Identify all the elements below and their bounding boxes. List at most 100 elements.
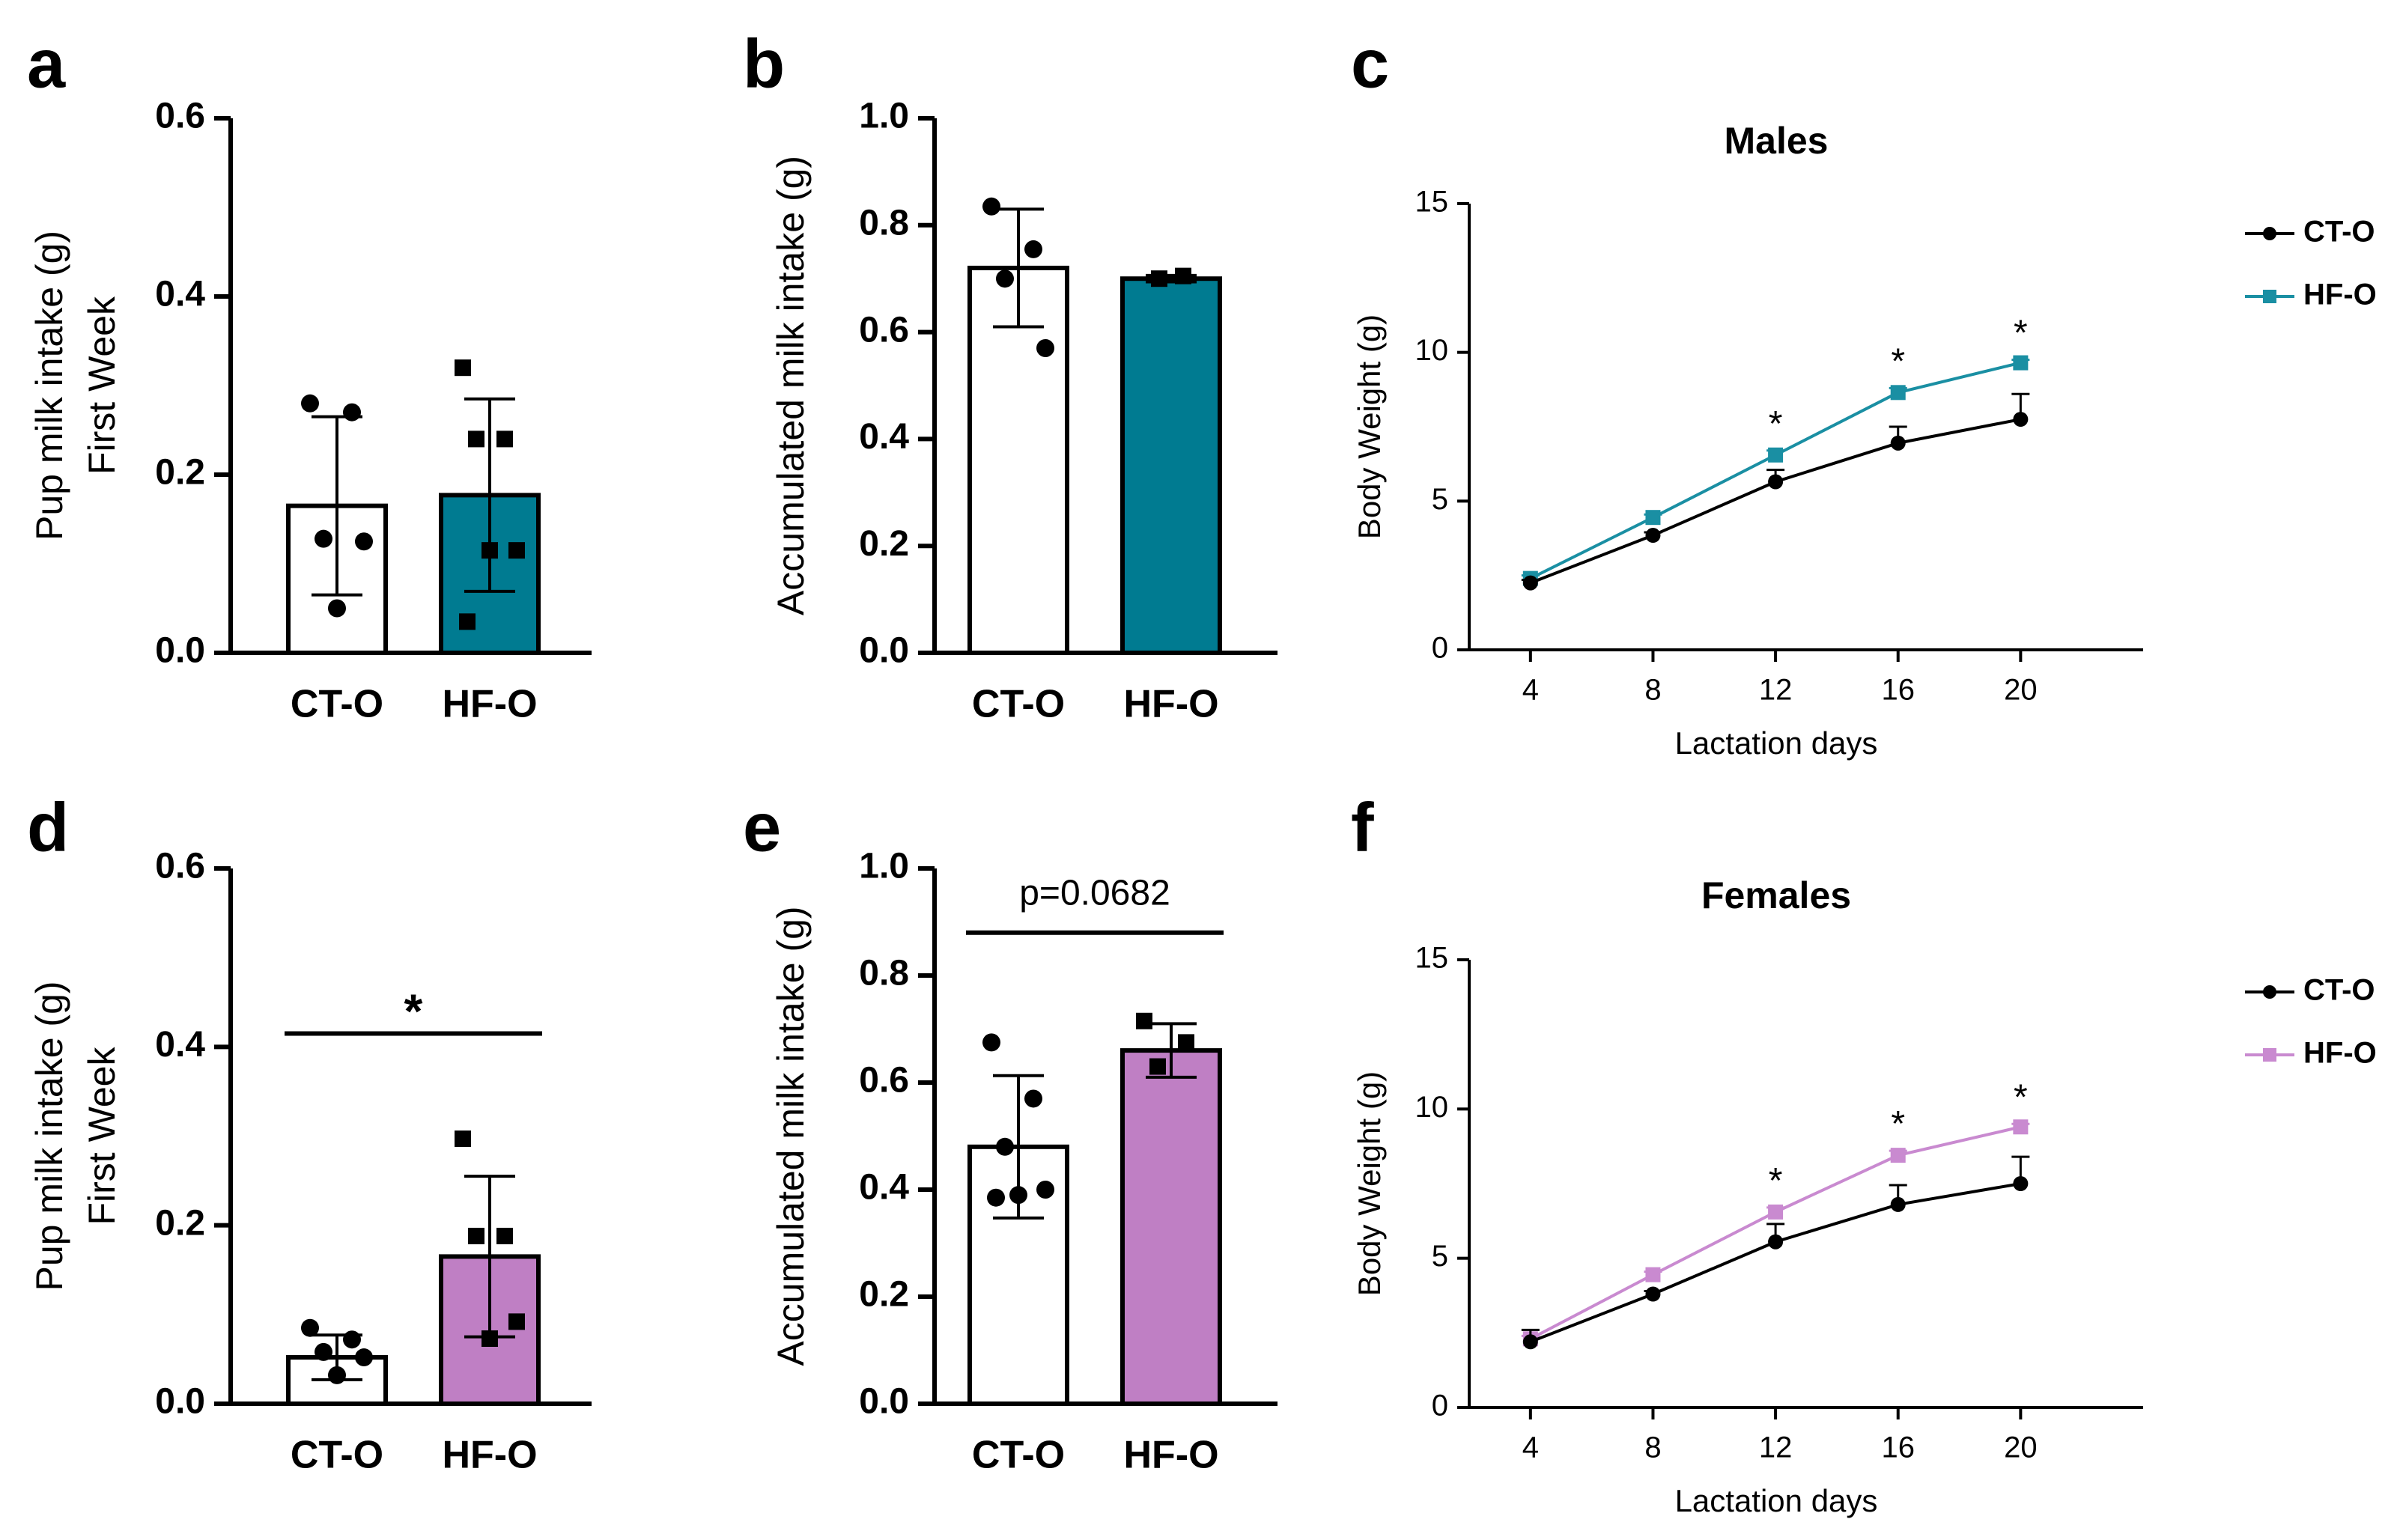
y-tick-label: 0.0 (155, 631, 205, 671)
data-point (987, 1188, 1005, 1207)
y-axis-label: Accumulated milk intake (g) (770, 906, 812, 1366)
data-point (301, 1318, 319, 1337)
data-point (496, 430, 513, 448)
data-point (1149, 1058, 1166, 1075)
legend-label: CT-O (2303, 974, 2375, 1007)
panel-letter-b: b (743, 25, 785, 102)
y-tick-label: 0.8 (859, 954, 909, 993)
legend-marker (2263, 985, 2276, 999)
y-tick-label: 10 (1415, 1091, 1449, 1124)
x-tick-label: 20 (2004, 1431, 2038, 1464)
x-tick-label: 4 (1522, 674, 1539, 707)
x-category-label: CT-O (972, 683, 1065, 726)
legend-marker (2263, 290, 2276, 303)
data-point (1178, 1034, 1194, 1051)
data-point (315, 1342, 332, 1361)
x-tick-label: 8 (1644, 674, 1661, 707)
legend-label: HF-O (2303, 1037, 2377, 1070)
data-point (455, 359, 471, 377)
significance-star: * (2014, 1077, 2028, 1117)
data-point (982, 1033, 1000, 1052)
significance-star: * (1769, 404, 1783, 444)
y-axis-label: First Week (81, 1047, 123, 1226)
significance-star: * (1891, 341, 1905, 381)
y-tick-label: 0.4 (859, 1168, 909, 1208)
data-point-ct-o (1890, 1196, 1906, 1212)
x-category-label: CT-O (291, 683, 383, 726)
data-point-hf-o (1890, 1148, 1906, 1163)
y-axis-label: Accumulated milk intake (g) (770, 156, 812, 615)
data-point (508, 542, 525, 559)
y-axis-label: Body Weight (g) (1352, 314, 1387, 539)
y-tick-label: 0.4 (155, 275, 205, 314)
y-tick-label: 1.0 (859, 97, 909, 136)
data-point (481, 1330, 498, 1348)
data-point-ct-o (1768, 1234, 1784, 1250)
y-tick-label: 15 (1415, 186, 1449, 219)
y-tick-label: 0.6 (155, 97, 205, 136)
significance-label: * (404, 984, 423, 1038)
x-tick-label: 16 (1881, 674, 1915, 707)
y-axis-label: Pup milk intake (g) (28, 981, 70, 1291)
data-point-hf-o (2013, 1119, 2029, 1135)
y-tick-label: 0.4 (155, 1025, 205, 1065)
y-tick-label: 15 (1415, 942, 1449, 975)
data-point (1024, 240, 1042, 258)
data-point (328, 599, 346, 618)
x-tick-label: 8 (1644, 1431, 1661, 1464)
x-category-label: HF-O (442, 683, 537, 726)
x-tick-label: 16 (1881, 1431, 1915, 1464)
data-point-hf-o (1768, 1204, 1784, 1220)
legend-marker (2263, 227, 2276, 240)
y-tick-label: 0.4 (859, 417, 909, 457)
data-point (1036, 339, 1054, 358)
y-tick-label: 0.0 (859, 1382, 909, 1422)
x-tick-label: 20 (2004, 674, 2038, 707)
data-point (468, 1227, 484, 1244)
data-point (481, 542, 498, 559)
x-category-label: CT-O (972, 1434, 1065, 1477)
y-axis-label: Pup milk intake (g) (28, 231, 70, 541)
significance-label: p=0.0682 (1019, 873, 1170, 913)
x-category-label: CT-O (291, 1434, 383, 1477)
y-tick-label: 0.2 (155, 453, 205, 493)
y-tick-label: 5 (1432, 1240, 1448, 1273)
data-point-ct-o (2013, 412, 2029, 427)
panel-letter-d: d (27, 789, 69, 865)
data-point (459, 613, 476, 630)
data-point (496, 1227, 513, 1244)
y-axis-label: First Week (81, 296, 123, 475)
y-tick-label: 0.6 (859, 310, 909, 350)
data-point-hf-o (2013, 355, 2029, 371)
data-point (996, 1137, 1014, 1156)
x-tick-label: 4 (1522, 1431, 1539, 1464)
legend-label: HF-O (2303, 279, 2377, 311)
bar-ct-o (967, 265, 1069, 656)
y-tick-label: 0 (1432, 632, 1448, 665)
data-point (1151, 270, 1167, 287)
data-point-ct-o (1645, 528, 1661, 544)
x-axis-label: Lactation days (1675, 725, 1878, 761)
data-point (328, 1366, 346, 1384)
data-point (1009, 1186, 1027, 1205)
data-point (355, 532, 373, 551)
bar-hf-o (1120, 276, 1222, 655)
x-category-label: HF-O (1123, 1434, 1218, 1477)
data-point (996, 270, 1014, 288)
data-point (468, 430, 484, 448)
data-point (455, 1130, 471, 1148)
significance-star: * (1769, 1161, 1783, 1201)
x-tick-label: 12 (1759, 674, 1793, 707)
y-tick-label: 0.6 (859, 1061, 909, 1101)
data-point (315, 529, 332, 548)
chart-title: Males (1725, 120, 1829, 162)
y-tick-label: 10 (1415, 334, 1449, 367)
chart-title: Females (1701, 874, 1851, 916)
x-axis-label: Lactation days (1675, 1483, 1878, 1518)
data-point (1036, 1181, 1054, 1199)
series-line-ct-o (1530, 418, 2021, 585)
panel-letter-a: a (27, 25, 66, 102)
data-point-ct-o (1522, 575, 1538, 591)
y-tick-label: 0.2 (859, 1275, 909, 1315)
bar-hf-o (1120, 1048, 1222, 1406)
